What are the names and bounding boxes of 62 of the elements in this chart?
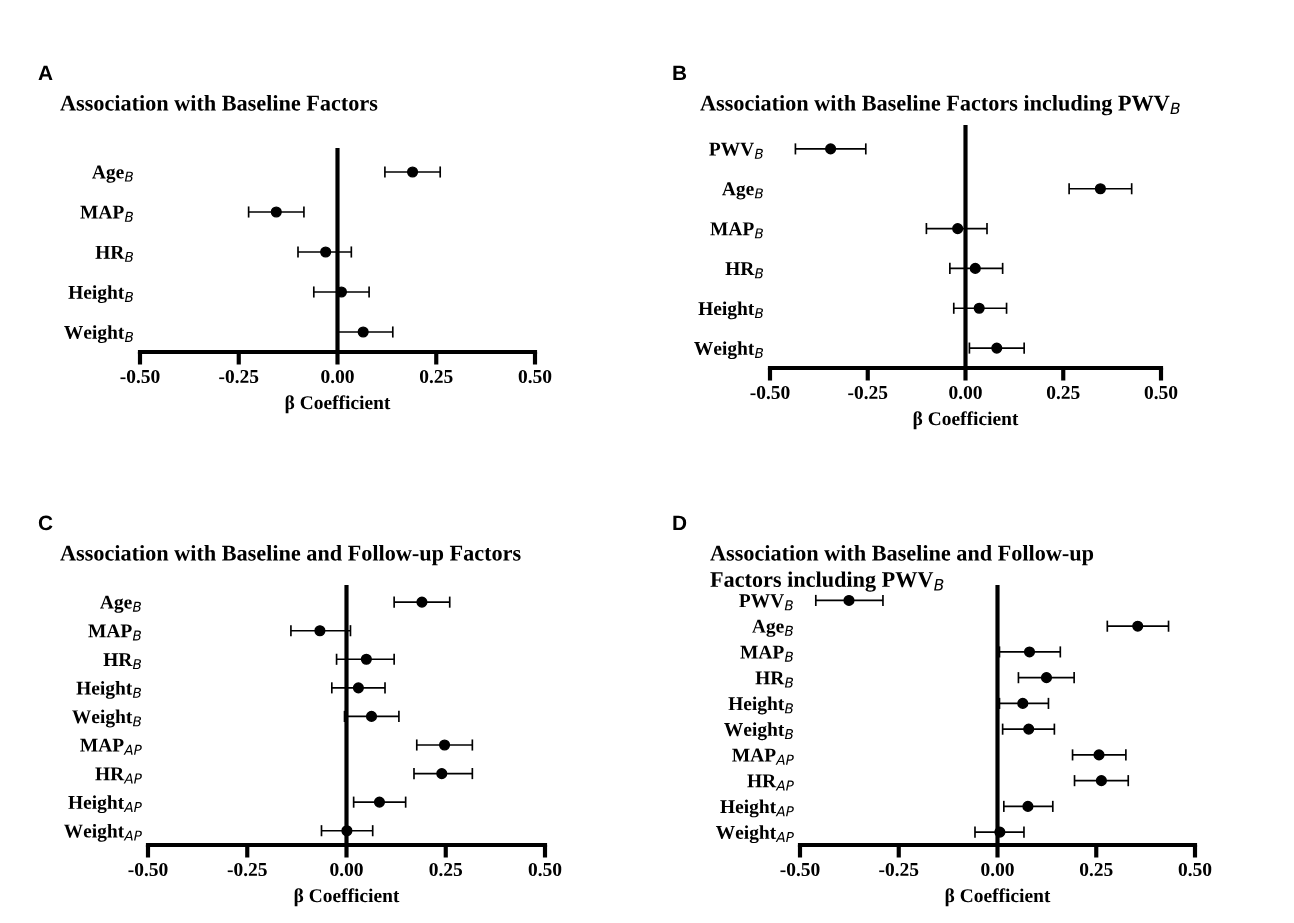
x-tick-label: -0.25 — [848, 385, 888, 400]
y-tick-label: Weight$_{B}$ — [64, 325, 134, 343]
y-tick-label: Age$_{B}$ — [722, 182, 763, 200]
text: D — [673, 515, 687, 531]
chart-title: Association with Baseline Factors — [60, 95, 378, 111]
y-tick-label: Age$_{B}$ — [92, 165, 133, 183]
y-tick-label: Weight$_{B}$ — [724, 722, 794, 741]
y-tick-label: Weight$_{AP}$ — [63, 823, 142, 842]
y-tick-label: HR$_{B}$ — [95, 245, 134, 262]
x-tick-label: 0.50 — [518, 369, 552, 384]
x-tick-label: -0.25 — [227, 862, 267, 877]
x-axis-title: β Coefficient — [945, 888, 1051, 907]
y-tick-label: MAP$_{B}$ — [88, 624, 141, 641]
chart-title: Association with Baseline and Follow-up Factors including PWV$_{B}$ — [710, 545, 1094, 592]
chart-title: Association with Baseline and Follow-up Factors — [60, 545, 521, 566]
y-tick-label: Weight$_{B}$ — [694, 341, 764, 360]
x-tick-label: 0.50 — [1144, 385, 1178, 400]
x-tick-label: -0.25 — [879, 862, 919, 877]
text: B — [673, 65, 687, 81]
y-tick-label: MAP$_{AP}$ — [732, 748, 794, 765]
x-axis-title: β Coefficient — [294, 888, 400, 907]
x-tick-label: -0.50 — [780, 862, 820, 877]
y-tick-label: MAP$_{B}$ — [740, 645, 793, 662]
x-tick-label: 0.00 — [949, 385, 982, 400]
y-tick-label: HR$_{B}$ — [755, 671, 794, 688]
y-tick-label: Age$_{B}$ — [100, 595, 141, 613]
x-axis-title: β Coefficient — [285, 395, 391, 414]
x-tick-label: 0.50 — [1178, 862, 1212, 877]
y-tick-label: HR$_{AP}$ — [95, 767, 142, 784]
x-tick-label: -0.50 — [750, 385, 790, 400]
y-tick-label: PWV$_{B}$ — [709, 142, 763, 159]
y-tick-label: MAP$_{B}$ — [80, 205, 133, 222]
x-axis-title: β Coefficient — [913, 411, 1019, 430]
text: C — [38, 515, 53, 531]
x-tick-label: 0.25 — [1079, 862, 1113, 877]
y-tick-label: MAP$_{B}$ — [710, 222, 763, 239]
y-tick-label: Weight$_{AP}$ — [715, 825, 794, 844]
y-tick-label: HR$_{AP}$ — [747, 774, 794, 791]
y-tick-label: Height$_{B}$ — [698, 301, 763, 320]
x-tick-label: 0.00 — [330, 862, 363, 877]
y-tick-label: Weight$_{B}$ — [72, 709, 142, 728]
x-tick-label: 0.50 — [528, 862, 562, 877]
x-tick-label: 0.00 — [981, 862, 1014, 877]
x-tick-label: 0.25 — [429, 862, 463, 877]
y-tick-label: Height$_{B}$ — [76, 681, 141, 699]
y-tick-label: Height$_{AP}$ — [68, 795, 142, 814]
y-tick-label: MAP$_{AP}$ — [80, 738, 142, 755]
chart-title: Association with Baseline Factors including PWV$_{B}$ — [700, 95, 1180, 116]
y-tick-label: Height$_{B}$ — [728, 696, 793, 715]
y-tick-label: PWV$_{B}$ — [739, 594, 793, 611]
text: A — [38, 65, 53, 81]
y-tick-label: Age$_{B}$ — [752, 619, 793, 637]
y-tick-label: HR$_{B}$ — [103, 653, 142, 670]
x-tick-label: -0.50 — [120, 369, 160, 384]
x-tick-label: 0.00 — [321, 369, 354, 384]
x-tick-label: 0.25 — [419, 369, 453, 384]
x-tick-label: -0.50 — [128, 862, 168, 877]
y-tick-label: Height$_{AP}$ — [720, 799, 794, 818]
y-tick-label: HR$_{B}$ — [725, 262, 764, 279]
x-tick-label: -0.25 — [219, 369, 259, 384]
x-tick-label: 0.25 — [1046, 385, 1080, 400]
y-tick-label: Height$_{B}$ — [68, 285, 133, 303]
